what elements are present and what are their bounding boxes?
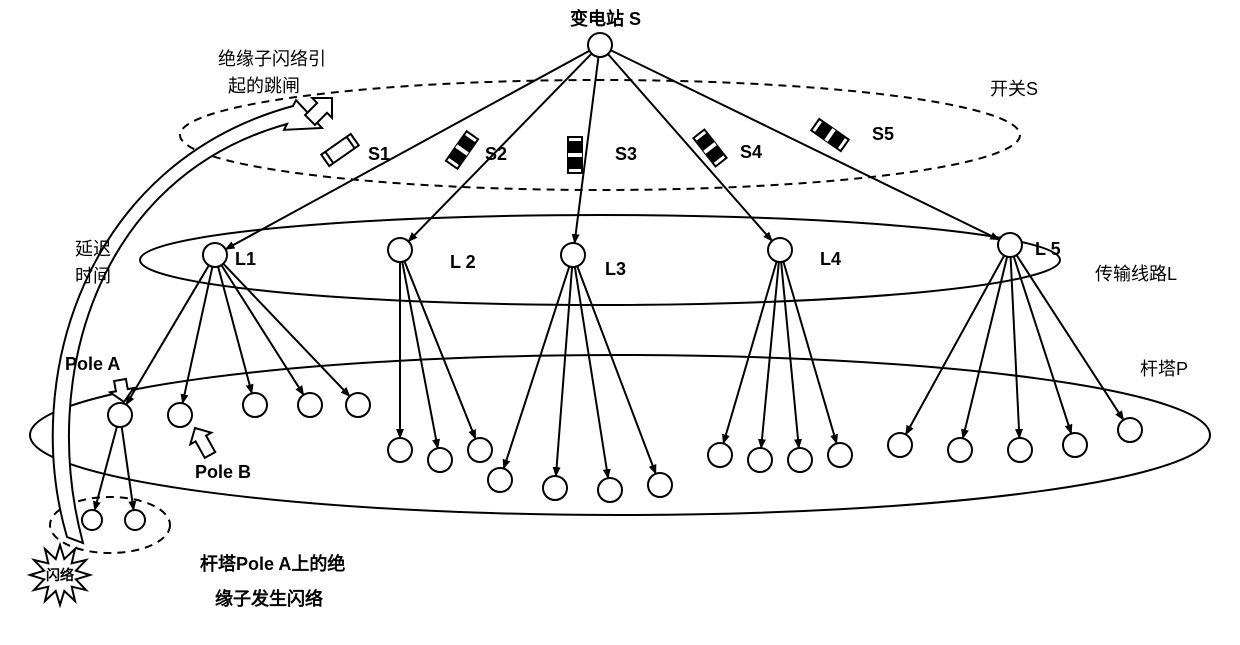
svg-text:时间: 时间 bbox=[75, 266, 111, 286]
pole-node-17 bbox=[948, 438, 972, 462]
svg-text:缘子发生闪络: 缘子发生闪络 bbox=[215, 588, 323, 609]
svg-text:S3: S3 bbox=[615, 144, 637, 164]
pole-node-11 bbox=[648, 473, 672, 497]
pole-node-1 bbox=[168, 403, 192, 427]
switch-S2 bbox=[446, 131, 478, 169]
network-diagram: 闪络 变电站 S S1 S2 S3 S4 S5 开关S L1 L 2 L3 L4 L 5 传输线路L 杆塔… bbox=[0, 0, 1240, 645]
pole-node-18 bbox=[1008, 438, 1032, 462]
svg-text:L3: L3 bbox=[605, 259, 626, 279]
pole-node-19 bbox=[1063, 433, 1087, 457]
switch-S3 bbox=[568, 137, 582, 173]
svg-text:延迟: 延迟 bbox=[75, 239, 111, 259]
switch-S5 bbox=[811, 119, 849, 151]
pole-node-14 bbox=[788, 448, 812, 472]
svg-text:S1: S1 bbox=[368, 144, 390, 164]
svg-text:杆塔P: 杆塔P bbox=[1140, 359, 1188, 379]
line-node-L3 bbox=[561, 243, 585, 267]
pole-node-15 bbox=[828, 443, 852, 467]
svg-text:L 5: L 5 bbox=[1035, 239, 1061, 259]
svg-text:绝缘子闪络引: 绝缘子闪络引 bbox=[218, 49, 326, 69]
line-node-L 2 bbox=[388, 238, 412, 262]
pole-node-20 bbox=[1118, 418, 1142, 442]
flashover-starburst: 闪络 bbox=[30, 545, 90, 605]
pole-node-5 bbox=[388, 438, 412, 462]
flashover-child-nodes bbox=[82, 510, 145, 530]
svg-text:开关S: 开关S bbox=[990, 79, 1038, 99]
pole-node-12 bbox=[708, 443, 732, 467]
switch-S4 bbox=[693, 130, 726, 167]
svg-text:L 2: L 2 bbox=[450, 252, 476, 272]
pole-node-6 bbox=[428, 448, 452, 472]
switch-S1 bbox=[321, 134, 359, 166]
svg-text:L4: L4 bbox=[820, 249, 841, 269]
pole-node-4 bbox=[346, 393, 370, 417]
line-node-L 5 bbox=[998, 233, 1022, 257]
flashover-child-1 bbox=[125, 510, 145, 530]
svg-text:变电站 S: 变电站 S bbox=[570, 8, 641, 29]
pole-node-8 bbox=[488, 468, 512, 492]
svg-text:S4: S4 bbox=[740, 142, 762, 162]
edges-lines-to-poles bbox=[126, 255, 1123, 478]
labels: 变电站 S S1 S2 S3 S4 S5 开关S L1 L 2 L3 L4 L 5 传输线路L 杆塔P Po… bbox=[65, 8, 1188, 609]
svg-text:起的跳闸: 起的跳闸 bbox=[228, 76, 300, 96]
delay-hollow-arrow bbox=[53, 100, 322, 543]
pole-node-13 bbox=[748, 448, 772, 472]
svg-text:传输线路L: 传输线路L bbox=[1095, 264, 1177, 284]
pole-node-3 bbox=[298, 393, 322, 417]
pole-node-2 bbox=[243, 393, 267, 417]
svg-text:Pole B: Pole B bbox=[195, 462, 251, 482]
pole-nodes bbox=[108, 393, 1142, 502]
line-layer-ellipse bbox=[140, 215, 1060, 305]
line-node-L4 bbox=[768, 238, 792, 262]
pole-node-0 bbox=[108, 403, 132, 427]
svg-text:S5: S5 bbox=[872, 124, 894, 144]
flashover-child-0 bbox=[82, 510, 102, 530]
pole-node-16 bbox=[888, 433, 912, 457]
pole-node-7 bbox=[468, 438, 492, 462]
pole-node-10 bbox=[598, 478, 622, 502]
pole-node-9 bbox=[543, 476, 567, 500]
substation-node bbox=[588, 33, 612, 57]
svg-text:L1: L1 bbox=[235, 249, 256, 269]
svg-text:杆塔Pole A上的绝: 杆塔Pole A上的绝 bbox=[200, 553, 345, 574]
svg-text:Pole A: Pole A bbox=[65, 354, 120, 374]
svg-text:S2: S2 bbox=[485, 144, 507, 164]
svg-text:闪络: 闪络 bbox=[46, 567, 74, 583]
line-node-L1 bbox=[203, 243, 227, 267]
